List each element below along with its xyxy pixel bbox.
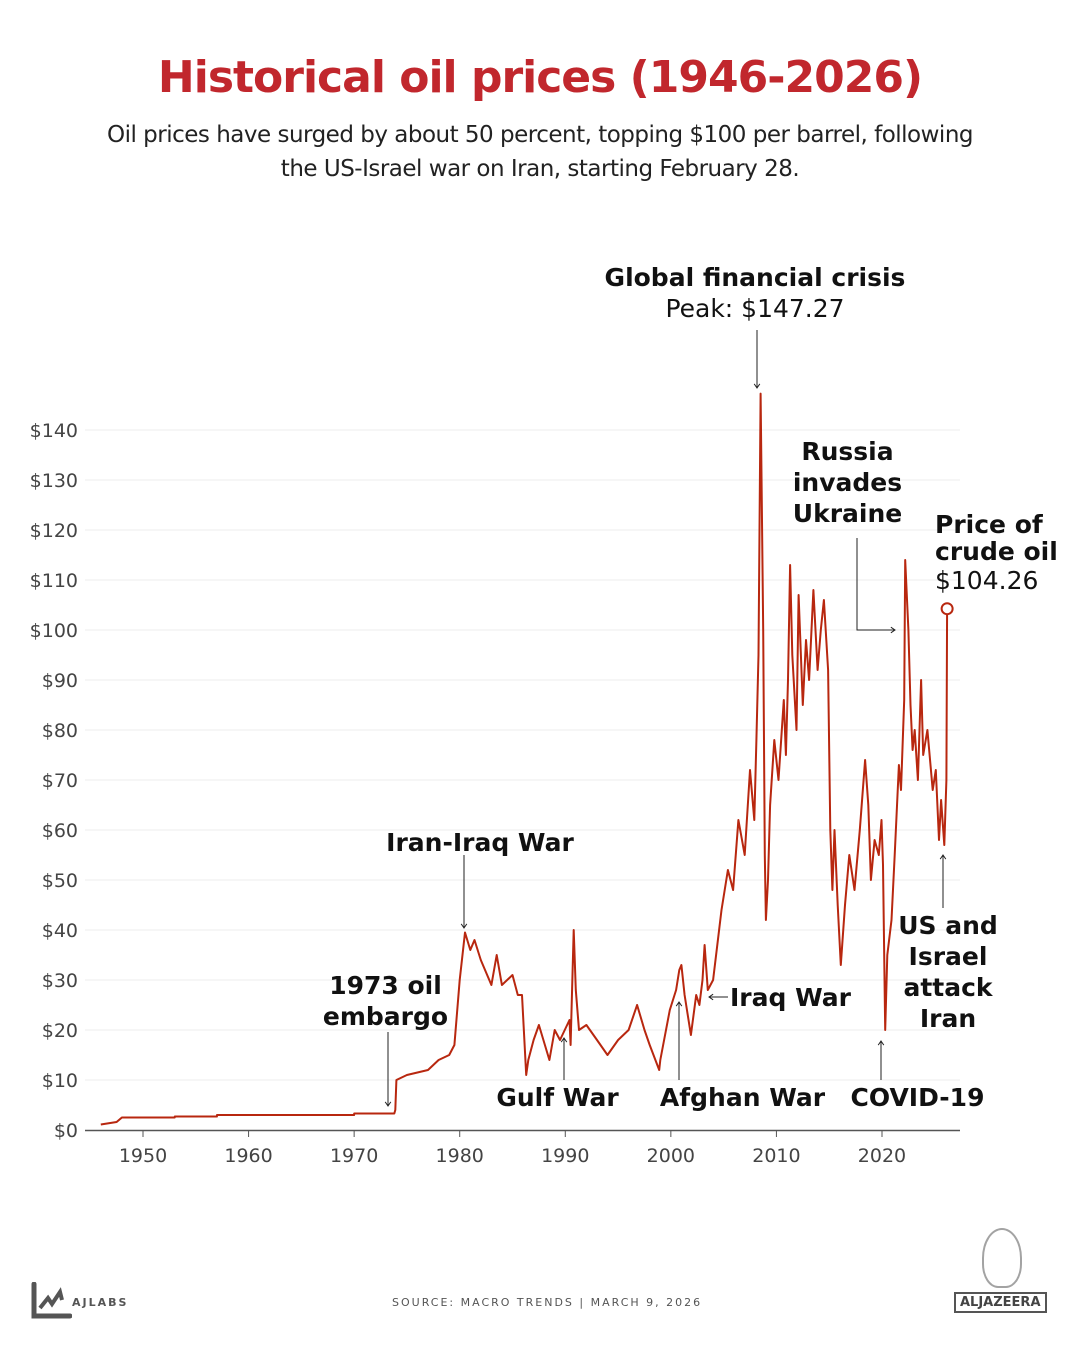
- arrowhead: [675, 1001, 683, 1007]
- y-tick-label: $10: [42, 1070, 78, 1092]
- arrowhead: [560, 1037, 568, 1043]
- arrowhead: [753, 383, 761, 389]
- x-tick-label: 2020: [858, 1145, 906, 1167]
- x-tick-label: 2010: [752, 1145, 800, 1167]
- y-tick-label: $80: [42, 720, 78, 742]
- annotation-financial-crisis-detail: Peak: $147.27: [665, 294, 845, 323]
- arrowhead: [384, 1101, 392, 1107]
- y-tick-label: $20: [42, 1020, 78, 1042]
- x-tick-label: 1980: [436, 1145, 484, 1167]
- x-tick-label: 1950: [119, 1145, 167, 1167]
- y-tick-label: $30: [42, 970, 78, 992]
- arrowhead: [939, 854, 947, 860]
- x-tick-label: 2000: [647, 1145, 695, 1167]
- aljazeera-emblem-icon: [982, 1228, 1022, 1288]
- y-tick-label: $110: [30, 570, 78, 592]
- x-tick-label: 1960: [224, 1145, 272, 1167]
- y-tick-label: $60: [42, 820, 78, 842]
- annotation-iraq-war: Iraq War: [730, 983, 851, 1012]
- annotation-iran-iraq-war: Iran-Iraq War: [386, 828, 574, 857]
- y-tick-label: $130: [30, 470, 78, 492]
- y-tick-label: $90: [42, 670, 78, 692]
- arrowhead: [877, 1040, 885, 1046]
- annotation-russia-ukraine: Russia invades Ukraine: [792, 437, 903, 528]
- y-tick-label: $140: [30, 420, 78, 442]
- annotation-current-price: Price of crude oil $104.26: [935, 511, 1065, 594]
- chart-title: Historical oil prices (1946-2026): [157, 52, 923, 103]
- ajlabs-text: AJLABS: [72, 1296, 129, 1309]
- y-tick-label: $0: [54, 1120, 78, 1142]
- annotation-current-price-detail: $104.26: [935, 566, 1039, 595]
- arrowhead: [460, 923, 468, 929]
- annotation-afghan-war: Afghan War: [659, 1083, 826, 1112]
- annotation-gulf-war: Gulf War: [496, 1083, 619, 1112]
- y-tick-label: $70: [42, 770, 78, 792]
- annotation-oil-embargo: 1973 oil embargo: [322, 971, 449, 1031]
- current-price-marker: [940, 602, 954, 616]
- chart-subtitle: Oil prices have surged by about 50 perce…: [106, 122, 974, 182]
- arrowhead: [708, 993, 714, 1001]
- y-tick-label: $120: [30, 520, 78, 542]
- annotation-financial-crisis-label: Global financial crisis: [604, 263, 906, 292]
- annotation-us-israel-iran: US and Israel attack Iran: [898, 911, 998, 1033]
- annotation-financial-crisis: Global financial crisis Peak: $147.27: [590, 262, 920, 324]
- y-tick-label: $50: [42, 870, 78, 892]
- y-tick-label: $100: [30, 620, 78, 642]
- y-tick-label: $40: [42, 920, 78, 942]
- annotation-covid: COVID-19: [850, 1083, 985, 1112]
- source-text: SOURCE: MACRO TRENDS | MARCH 9, 2026: [392, 1296, 703, 1309]
- annotation-current-price-label: Price of crude oil: [935, 510, 1058, 566]
- annotation-arrow: [856, 538, 895, 631]
- price-line: [100, 392, 949, 1126]
- x-tick-label: 1990: [541, 1145, 589, 1167]
- x-tick-label: 1970: [330, 1145, 378, 1167]
- arrowhead: [890, 626, 896, 634]
- aljazeera-logo: ALJAZEERA: [954, 1292, 1047, 1313]
- chart-line-icon: [31, 1282, 72, 1319]
